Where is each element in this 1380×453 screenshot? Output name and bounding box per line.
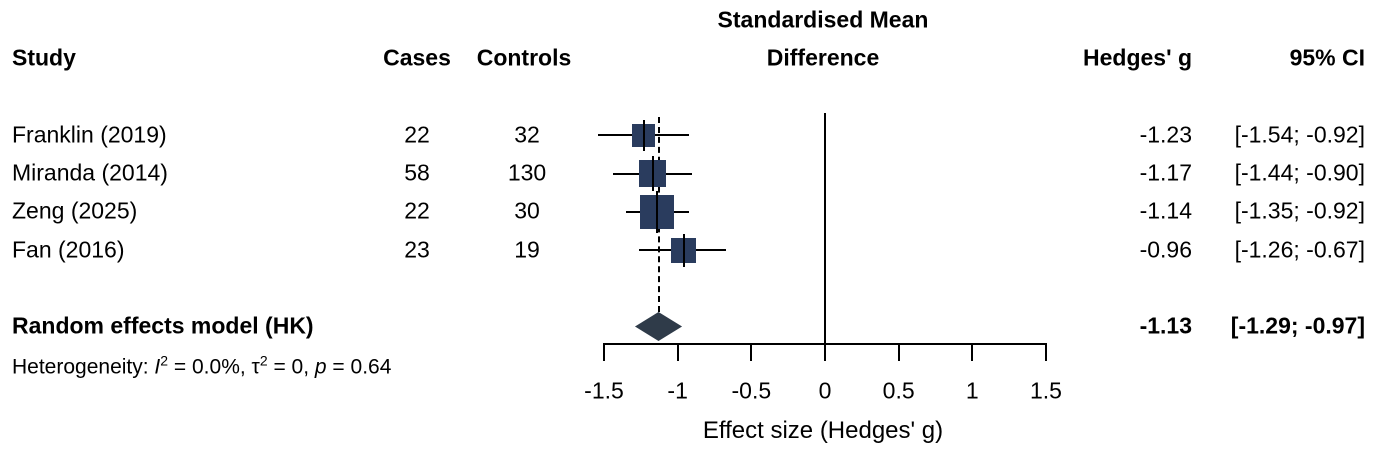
het-prefix: Heterogeneity: <box>12 355 155 379</box>
study-cases: 22 <box>404 121 430 148</box>
study-hedges-g: -1.17 <box>1139 159 1192 186</box>
x-axis-tick-label: -1 <box>667 377 688 404</box>
study-name: Fan (2016) <box>12 236 125 263</box>
column-header-controls: Controls <box>476 44 572 71</box>
study-ci: [-1.26; -0.67] <box>1234 236 1365 263</box>
column-header-hedges-g: Hedges' g <box>1083 44 1192 71</box>
study-ci: [-1.35; -0.92] <box>1234 197 1365 224</box>
study-hedges-g: -1.14 <box>1139 197 1192 224</box>
summary-hedges-g: -1.13 <box>1139 312 1192 339</box>
summary-ci: [-1.29; -0.97] <box>1230 312 1365 339</box>
zero-reference-line <box>824 113 826 344</box>
study-controls: 32 <box>514 121 540 148</box>
x-axis-tick-label: 0 <box>818 377 832 404</box>
x-axis-tick <box>603 343 605 361</box>
study-name: Zeng (2025) <box>12 197 138 224</box>
summary-diamond <box>634 312 683 341</box>
study-cases: 58 <box>404 159 430 186</box>
study-ci: [-1.54; -0.92] <box>1234 121 1365 148</box>
x-axis-tick-label: -0.5 <box>731 377 772 404</box>
effect-point-tick <box>682 233 685 267</box>
column-header-smd-line2: Difference <box>766 44 880 71</box>
p-value: = 0.64 <box>326 355 392 379</box>
x-axis-tick <box>676 343 679 361</box>
tau-squared-value: = 0, <box>267 355 315 379</box>
study-cases: 22 <box>404 197 430 224</box>
study-ci: [-1.44; -0.90] <box>1234 159 1365 186</box>
study-name: Miranda (2014) <box>12 159 168 186</box>
study-hedges-g: -1.23 <box>1139 121 1192 148</box>
column-header-smd-line1: Standardised Mean <box>717 6 929 33</box>
i-squared-symbol: I <box>154 355 161 379</box>
x-axis-tick <box>971 343 974 361</box>
x-axis-tick <box>1044 343 1047 361</box>
column-header-cases: Cases <box>383 44 451 71</box>
i-squared-value: = 0.0%, <box>168 355 252 379</box>
p-symbol: p <box>314 355 327 379</box>
summary-label: Random effects model (HK) <box>12 312 314 339</box>
effect-point-tick <box>651 156 654 191</box>
x-axis-tick-label: 1 <box>965 377 979 404</box>
tau-squared-exponent: 2 <box>259 352 268 369</box>
study-cases: 23 <box>404 236 430 263</box>
heterogeneity-stats: Heterogeneity: I2 = 0.0%, τ2 = 0, p = 0.… <box>12 352 392 379</box>
column-header-study: Study <box>12 44 76 71</box>
study-controls: 19 <box>514 236 540 263</box>
column-header-95ci: 95% CI <box>1289 44 1365 71</box>
x-axis-tick-label: -1.5 <box>584 377 624 404</box>
x-axis-tick-label: 0.5 <box>882 377 915 404</box>
x-axis-tick <box>750 343 753 361</box>
effect-point-tick <box>642 119 645 151</box>
study-name: Franklin (2019) <box>12 121 167 148</box>
study-controls: 130 <box>507 159 547 186</box>
x-axis-tick <box>897 343 900 361</box>
x-axis-tick-label: 1.5 <box>1029 377 1062 404</box>
study-controls: 30 <box>514 197 540 224</box>
effect-point-tick <box>656 190 659 233</box>
tau-squared-symbol: τ <box>251 355 260 379</box>
x-axis-tick <box>824 343 826 361</box>
i-squared-exponent: 2 <box>160 352 169 369</box>
x-axis-label: Effect size (Hedges' g) <box>702 416 944 444</box>
study-hedges-g: -0.96 <box>1139 236 1192 263</box>
